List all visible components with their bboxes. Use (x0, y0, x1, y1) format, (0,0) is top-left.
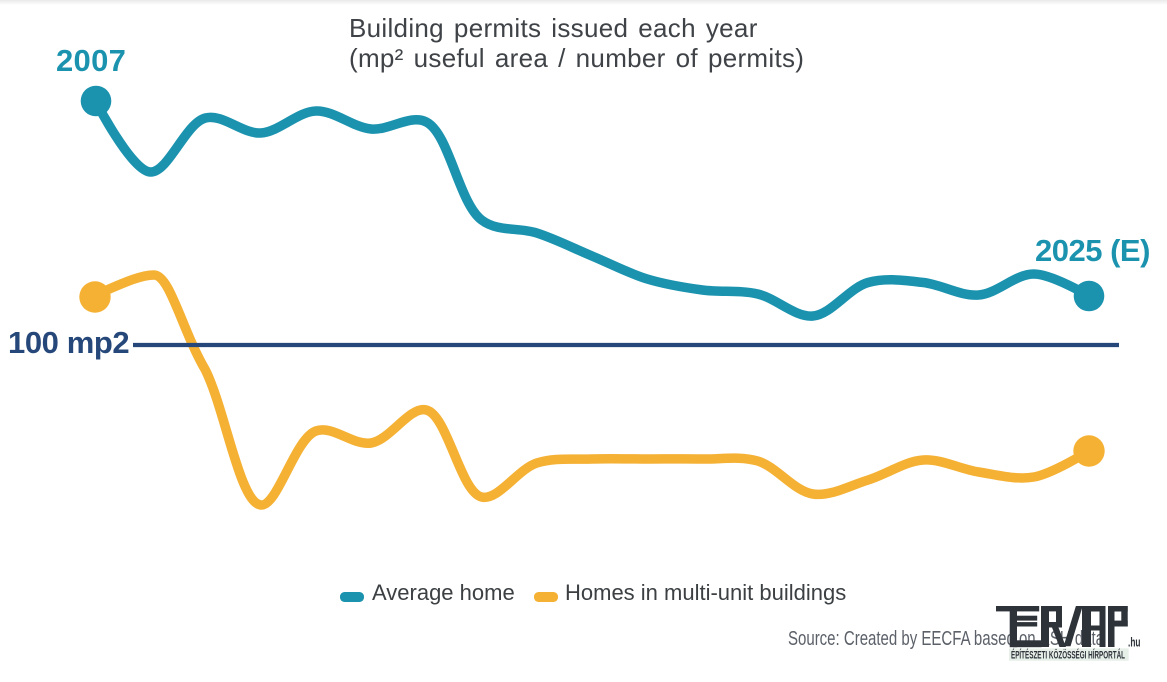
svg-text:.hu: .hu (1128, 634, 1141, 649)
svg-text:ÉPÍTÉSZETI KÖZÖSSÉGI HÍRPORTÁL: ÉPÍTÉSZETI KÖZÖSSÉGI HÍRPORTÁL (1011, 649, 1125, 662)
